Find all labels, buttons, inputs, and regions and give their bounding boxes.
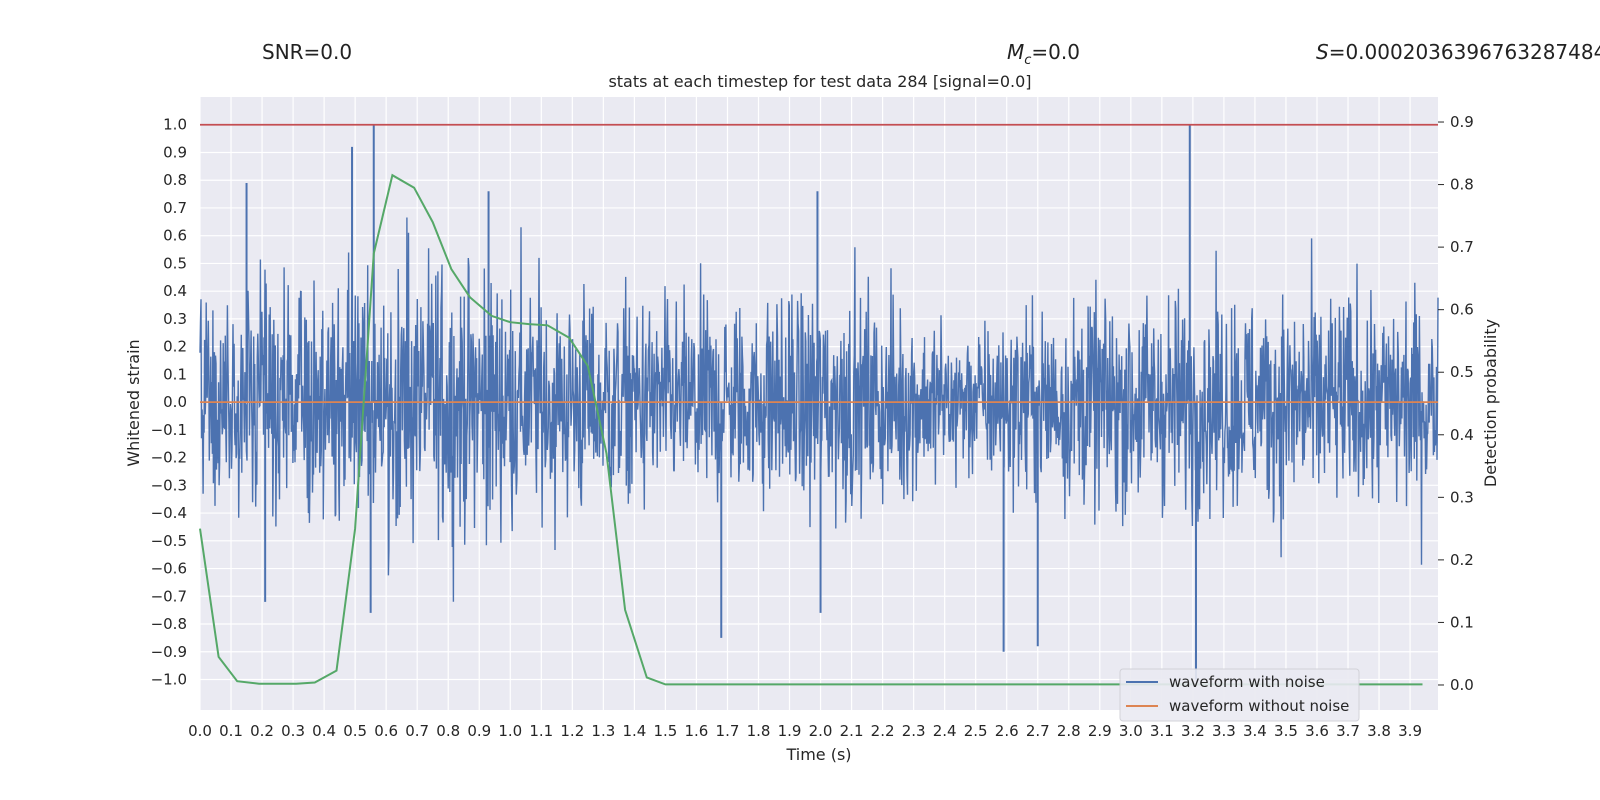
y-tick-label: 0.2 — [163, 338, 187, 356]
x-tick-label: 0.6 — [374, 722, 398, 740]
x-tick-label: 2.5 — [964, 722, 988, 740]
x-tick-label: 2.1 — [840, 722, 864, 740]
x-tick-labels: 0.0 0.1 0.2 0.3 0.4 0.5 0.6 0.7 0.8 0.9 1.0 1.1 1.2 1… — [188, 722, 1422, 740]
y-tick-label: 0.8 — [163, 171, 187, 189]
y2-tick-label: 0.0 — [1450, 676, 1474, 694]
y-tick-label: 1.0 — [163, 116, 187, 134]
x-tick-label: 2.6 — [995, 722, 1019, 740]
x-tick-label: 1.4 — [622, 722, 646, 740]
x-tick-label: 1.2 — [560, 722, 584, 740]
s-stat-label: S=0.00020363967632874846 — [1316, 40, 1600, 64]
waveform-with-noise-series — [199, 124, 1439, 680]
x-tick-label: 2.8 — [1057, 722, 1081, 740]
snr-label: SNR=0.0 — [262, 40, 353, 64]
y2-tick-label: 0.6 — [1450, 301, 1474, 319]
x-tick-label: 3.7 — [1336, 722, 1360, 740]
x-tick-label: 1.1 — [529, 722, 553, 740]
y-tick-label: −0.7 — [151, 587, 187, 605]
y-tick-label: 0.0 — [163, 393, 187, 411]
y-tick-label: −0.5 — [151, 532, 187, 550]
chirp-mass-label: Mc=0.0 — [1007, 40, 1080, 68]
y-tick-label: −0.9 — [151, 643, 187, 661]
x-tick-label: 1.5 — [653, 722, 677, 740]
legend: waveform with noise waveform without noi… — [1119, 668, 1360, 722]
x-tick-label: 3.1 — [1150, 722, 1174, 740]
x-tick-label: 0.5 — [343, 722, 367, 740]
x-tick-label: 3.4 — [1243, 722, 1267, 740]
x-tick-label: 0.8 — [436, 722, 460, 740]
x-tick-label: 3.6 — [1305, 722, 1329, 740]
x-tick-label: 3.5 — [1274, 722, 1298, 740]
y-tick-label: −0.2 — [151, 449, 187, 467]
y2-tick-label: 0.2 — [1450, 551, 1474, 569]
x-tick-label: 1.6 — [685, 722, 709, 740]
y2-tick-label: 0.5 — [1450, 363, 1474, 381]
chart-title: stats at each timestep for test data 284… — [608, 72, 1031, 91]
y-tick-label: 0.9 — [163, 143, 187, 161]
y-tick-label: −0.3 — [151, 476, 187, 494]
y2-tick-label: 0.7 — [1450, 238, 1474, 256]
y-tick-label: 0.6 — [163, 227, 187, 245]
detection-probability-line — [199, 173, 1423, 686]
y-tick-label: 0.3 — [163, 310, 187, 328]
y2-tick-labels: 0.9 0.8 0.7 0.6 0.5 0.4 0.3 0.2 0.1 0.0 — [1438, 113, 1474, 694]
y2-tick-label: 0.8 — [1450, 176, 1474, 194]
x-tick-label: 2.2 — [871, 722, 895, 740]
x-tick-label: 0.3 — [281, 722, 305, 740]
x-tick-label: 1.3 — [591, 722, 615, 740]
grid-lines — [199, 97, 1438, 710]
y-tick-label: −0.8 — [151, 615, 187, 633]
x-tick-label: 3.3 — [1212, 722, 1236, 740]
y-tick-label: 0.4 — [163, 282, 187, 300]
waveform-with-noise-line — [199, 217, 1439, 602]
x-axis-label: Time (s) — [785, 745, 851, 764]
x-tick-label: 2.3 — [902, 722, 926, 740]
x-tick-label: 0.2 — [250, 722, 274, 740]
x-tick-label: 0.0 — [188, 722, 212, 740]
y-tick-label: −0.6 — [151, 560, 187, 578]
x-tick-label: 0.1 — [219, 722, 243, 740]
x-tick-label: 0.7 — [405, 722, 429, 740]
y-tick-label: 0.7 — [163, 199, 187, 217]
y-tick-label: 0.1 — [163, 365, 187, 383]
x-tick-label: 2.9 — [1088, 722, 1112, 740]
y2-tick-label: 0.4 — [1450, 426, 1474, 444]
y-tick-label: 0.5 — [163, 254, 187, 272]
overlay-lines — [199, 123, 1438, 686]
x-tick-label: 2.7 — [1026, 722, 1050, 740]
x-tick-label: 1.8 — [747, 722, 771, 740]
legend-label-noise: waveform with noise — [1169, 673, 1325, 691]
y2-tick-label: 0.3 — [1450, 488, 1474, 506]
y-tick-label: −0.4 — [151, 504, 187, 522]
y-tick-label: −0.1 — [151, 421, 187, 439]
legend-label-clean: waveform without noise — [1169, 697, 1349, 715]
y-tick-labels: 1.0 0.9 0.8 0.7 0.6 0.5 0.4 0.3 0.2 0.1 0.0 −0.1 −0.… — [151, 116, 187, 689]
x-tick-label: 1.7 — [716, 722, 740, 740]
y2-tick-label: 0.9 — [1450, 113, 1474, 131]
y2-axis-label: Detection probability — [1481, 319, 1500, 487]
x-tick-label: 3.0 — [1119, 722, 1143, 740]
x-tick-label: 2.0 — [809, 722, 833, 740]
x-tick-label: 1.0 — [498, 722, 522, 740]
x-tick-label: 3.9 — [1398, 722, 1422, 740]
x-tick-label: 1.9 — [778, 722, 802, 740]
x-tick-label: 2.4 — [933, 722, 957, 740]
x-tick-label: 3.8 — [1367, 722, 1391, 740]
x-tick-label: 3.2 — [1181, 722, 1205, 740]
y-axis-label: Whitened strain — [124, 339, 143, 466]
y2-tick-label: 0.1 — [1450, 613, 1474, 631]
x-tick-label: 0.4 — [312, 722, 336, 740]
legend-box — [1119, 668, 1360, 722]
x-tick-label: 0.9 — [467, 722, 491, 740]
y-tick-label: −1.0 — [151, 670, 187, 688]
